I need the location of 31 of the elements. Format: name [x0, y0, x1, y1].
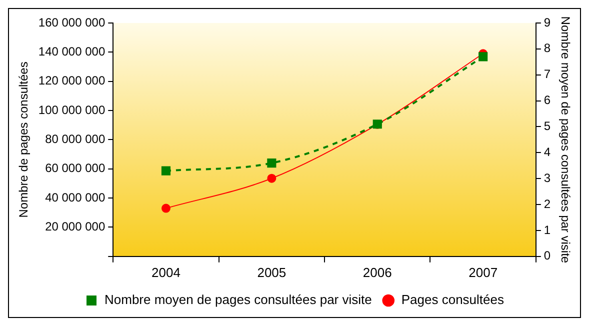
- y2-tick-label: 3: [544, 170, 551, 185]
- y2-axis-title: Nombre moyen de pages consultées par visite: [558, 16, 572, 264]
- point: [267, 158, 276, 168]
- y2-tick-label: 9: [544, 15, 551, 30]
- y-tick-label: 20 000 000: [45, 220, 106, 234]
- y2-tick-label: 7: [544, 67, 551, 82]
- point: [267, 174, 276, 183]
- y2-tick-label: 6: [544, 93, 551, 108]
- x-tick-label: 2007: [468, 264, 498, 280]
- y-axis-title: Nombre de pages consultées: [16, 62, 31, 218]
- y2-tick-label: 8: [544, 41, 551, 56]
- legend-label: Pages consultées: [401, 292, 504, 308]
- y-tick-label: 80 000 000: [45, 132, 106, 146]
- y-tick-label: 120 000 000: [38, 74, 106, 88]
- y-tick-label: 160 000 000: [38, 15, 106, 30]
- y2-tick-label: 2: [544, 196, 551, 211]
- y2-tick-label: 1: [544, 222, 551, 237]
- y-tick-label: 40 000 000: [45, 190, 106, 204]
- y-tick-label: 100 000 000: [38, 102, 106, 117]
- point: [161, 166, 171, 176]
- x-tick-label: 2005: [257, 264, 286, 280]
- y-tick-label: 140 000 000: [38, 44, 106, 58]
- y-tick-label: 60 000 000: [45, 161, 106, 176]
- x-tick-label: 2006: [362, 264, 392, 280]
- y2-tick-label: 0: [544, 248, 551, 263]
- legend-label: Nombre moyen de pages consultées par visite: [104, 292, 372, 308]
- y2-tick-label: 4: [544, 144, 551, 159]
- point: [478, 52, 488, 62]
- point: [161, 204, 170, 213]
- y2-tick-label: 5: [544, 119, 551, 134]
- x-tick-label: 2004: [152, 264, 180, 280]
